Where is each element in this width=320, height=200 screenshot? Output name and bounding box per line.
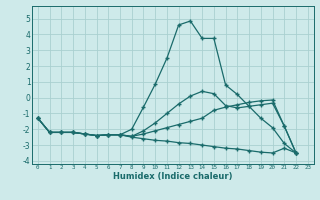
X-axis label: Humidex (Indice chaleur): Humidex (Indice chaleur): [113, 172, 233, 181]
